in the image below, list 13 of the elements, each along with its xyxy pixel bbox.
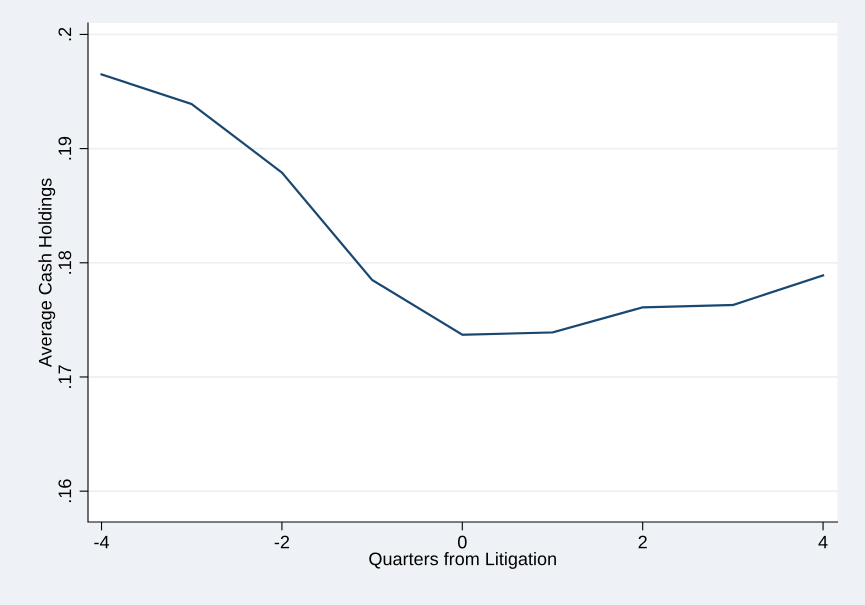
x-tick-label: -2: [274, 536, 290, 548]
y-tick-label: .19: [58, 136, 72, 160]
y-tick-label: .18: [58, 251, 72, 274]
y-axis-title: Average Cash Holdings: [38, 178, 56, 368]
x-tick-label: 2: [638, 536, 647, 548]
x-tick-label: 4: [818, 536, 828, 548]
line-series: [100, 73, 824, 336]
x-axis-title: Quarters from Litigation: [369, 552, 556, 569]
y-tick-label: .17: [58, 365, 72, 388]
x-tick-label: -4: [94, 536, 110, 548]
x-tick-label: 0: [458, 536, 467, 548]
y-tick-label: .2: [58, 28, 72, 40]
y-tick-label: .16: [58, 479, 72, 502]
